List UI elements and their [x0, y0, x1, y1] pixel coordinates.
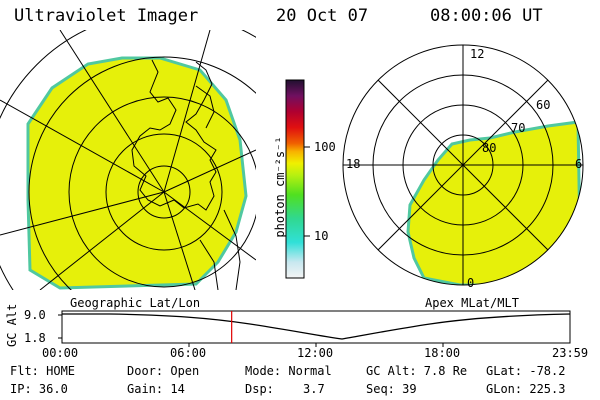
altitude-timeline — [58, 310, 571, 347]
app-title: Ultraviolet Imager — [14, 6, 199, 26]
timeline-xtick-1800: 18:00 — [424, 346, 461, 360]
date-label: 20 Oct 07 — [276, 6, 369, 26]
status-dsp: Dsp: — [245, 382, 274, 396]
apex-map — [342, 44, 584, 286]
apex-mlt-0: 0 — [467, 276, 475, 290]
status-gain: Gain: 14 — [127, 382, 185, 396]
status-flt: Flt: HOME — [10, 364, 76, 378]
status-mode: Mode: Normal — [245, 364, 332, 378]
geographic-label: Geographic Lat/Lon — [70, 296, 201, 310]
apex-mlt-12: 12 — [470, 47, 485, 61]
colorbar-unit-label: photon cm⁻²s⁻¹ — [273, 136, 287, 238]
colorbar-ticks — [304, 146, 310, 237]
colorbar-tick-100: 100 — [314, 140, 336, 154]
apex-mlt-18: 18 — [346, 157, 361, 171]
apex-mlt-6: 6 — [575, 157, 583, 171]
apex-lat-70: 70 — [511, 121, 526, 135]
timeline-ytick-high: 9.0 — [24, 308, 46, 322]
apex-lat-60: 60 — [536, 98, 551, 112]
status-door: Door: Open — [127, 364, 200, 378]
status-gc-alt: GC Alt: 7.8 Re — [366, 364, 468, 378]
timeline-xtick-2359: 23:59 — [552, 346, 589, 360]
timeline-xtick-1200: 12:00 — [297, 346, 334, 360]
altitude-curve — [62, 313, 571, 340]
coastline — [131, 59, 217, 211]
status-seq: Seq: 39 — [366, 382, 417, 396]
timeline-axis-label: GC Alt — [5, 303, 19, 347]
apex-label: Apex MLat/MLT — [425, 296, 519, 310]
apex-lat-80: 80 — [482, 141, 497, 155]
status-ip: IP: 36.0 — [10, 382, 68, 396]
geo-lat-lon-grid — [0, 30, 256, 290]
status-glat: GLat: -78.2 — [486, 364, 566, 378]
apex-grid — [342, 44, 584, 286]
colorbar-tick-10: 10 — [314, 229, 329, 243]
geographic-map — [0, 30, 256, 290]
geo-emission-region — [26, 56, 248, 290]
timeline-xtick-0600: 06:00 — [170, 346, 207, 360]
colorbar — [285, 79, 305, 279]
timeline-xtick-0000: 00:00 — [42, 346, 79, 360]
apex-emission-region — [406, 120, 582, 285]
timeline-ytick-low: 1.8 — [24, 331, 46, 345]
status-glon: GLon: 225.3 — [486, 382, 566, 396]
status-dsp-value: 3.7 — [303, 382, 325, 396]
time-label: 08:00:06 UT — [430, 6, 543, 26]
